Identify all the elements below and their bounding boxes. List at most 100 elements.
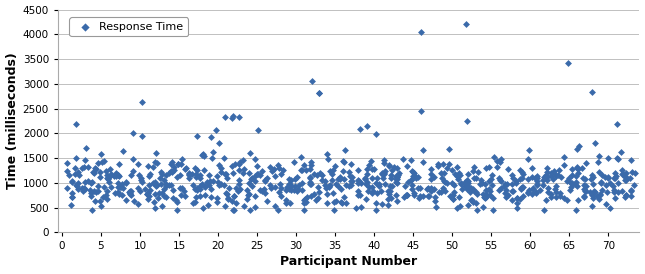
Response Time (166, 169, 176, 173)
Response Time (502, 182, 512, 186)
Response Time (386, 168, 397, 172)
Response Time (448, 189, 459, 194)
Response Time (70, 166, 81, 170)
Response Time (281, 198, 291, 202)
Response Time (245, 177, 255, 181)
Response Time (312, 173, 322, 177)
Response Time (199, 154, 209, 158)
Response Time (321, 186, 331, 190)
Response Time (471, 190, 481, 195)
Response Time (384, 189, 395, 194)
Response Time (110, 191, 120, 195)
Response Time (238, 158, 248, 162)
Response Time (136, 175, 146, 180)
Response Time (286, 178, 297, 182)
Response Time (436, 190, 446, 194)
Response Time (531, 183, 542, 187)
Response Time (508, 189, 518, 194)
Response Time (66, 179, 77, 183)
Response Time (66, 191, 77, 196)
Response Time (105, 174, 115, 178)
Response Time (543, 190, 553, 194)
Response Time (114, 192, 124, 196)
Response Time (629, 183, 639, 187)
Response Time (322, 201, 333, 206)
Response Time (541, 173, 551, 178)
Response Time (523, 190, 533, 194)
Response Time (106, 172, 117, 176)
Response Time (192, 188, 202, 192)
Response Time (362, 167, 373, 171)
Response Time (346, 178, 357, 183)
Response Time (577, 176, 588, 180)
Response Time (382, 202, 393, 207)
Response Time (289, 188, 299, 192)
Response Time (377, 201, 387, 206)
Response Time (464, 185, 475, 189)
Response Time (132, 162, 143, 167)
Response Time (223, 196, 233, 200)
Response Time (192, 185, 202, 190)
Response Time (384, 184, 395, 189)
Response Time (215, 170, 226, 174)
Response Time (538, 178, 548, 182)
Response Time (116, 185, 126, 190)
Response Time (262, 199, 272, 203)
Response Time (453, 177, 463, 182)
Response Time (228, 114, 238, 118)
Response Time (344, 170, 354, 174)
Response Time (542, 166, 553, 170)
Response Time (438, 186, 448, 190)
Response Time (149, 199, 159, 204)
Response Time (522, 190, 533, 195)
Response Time (597, 187, 607, 192)
Response Time (233, 178, 244, 182)
Response Time (124, 189, 135, 193)
Response Time (143, 191, 154, 195)
Response Time (601, 183, 611, 187)
Response Time (244, 171, 254, 176)
Response Time (126, 173, 137, 177)
Response Time (386, 173, 396, 177)
Response Time (134, 186, 144, 190)
Response Time (307, 79, 317, 84)
Response Time (602, 175, 613, 180)
Response Time (335, 177, 346, 181)
Response Time (409, 193, 419, 197)
Response Time (481, 192, 491, 196)
Response Time (461, 184, 471, 189)
Response Time (566, 181, 577, 185)
Response Time (422, 194, 433, 198)
Response Time (105, 167, 115, 172)
Response Time (380, 169, 390, 173)
Response Time (299, 201, 310, 205)
Response Time (238, 171, 248, 176)
Response Time (574, 144, 584, 148)
Response Time (595, 192, 605, 196)
Response Time (223, 197, 233, 201)
Response Time (289, 159, 299, 164)
Response Time (593, 170, 604, 175)
Response Time (234, 115, 244, 119)
Response Time (402, 192, 412, 197)
Response Time (181, 165, 191, 170)
Response Time (66, 195, 77, 199)
Response Time (379, 172, 390, 176)
Response Time (402, 193, 412, 198)
Response Time (392, 181, 402, 185)
Response Time (172, 208, 182, 212)
Response Time (445, 194, 455, 198)
Response Time (159, 194, 170, 199)
Response Time (136, 178, 146, 182)
Response Time (424, 194, 434, 199)
Response Time (190, 186, 200, 191)
Response Time (239, 167, 249, 171)
Response Time (390, 177, 401, 181)
Response Time (355, 127, 365, 131)
Response Time (305, 167, 315, 171)
Response Time (148, 165, 158, 169)
Response Time (387, 184, 397, 188)
Response Time (624, 176, 635, 181)
Response Time (328, 168, 338, 172)
Response Time (337, 201, 348, 205)
